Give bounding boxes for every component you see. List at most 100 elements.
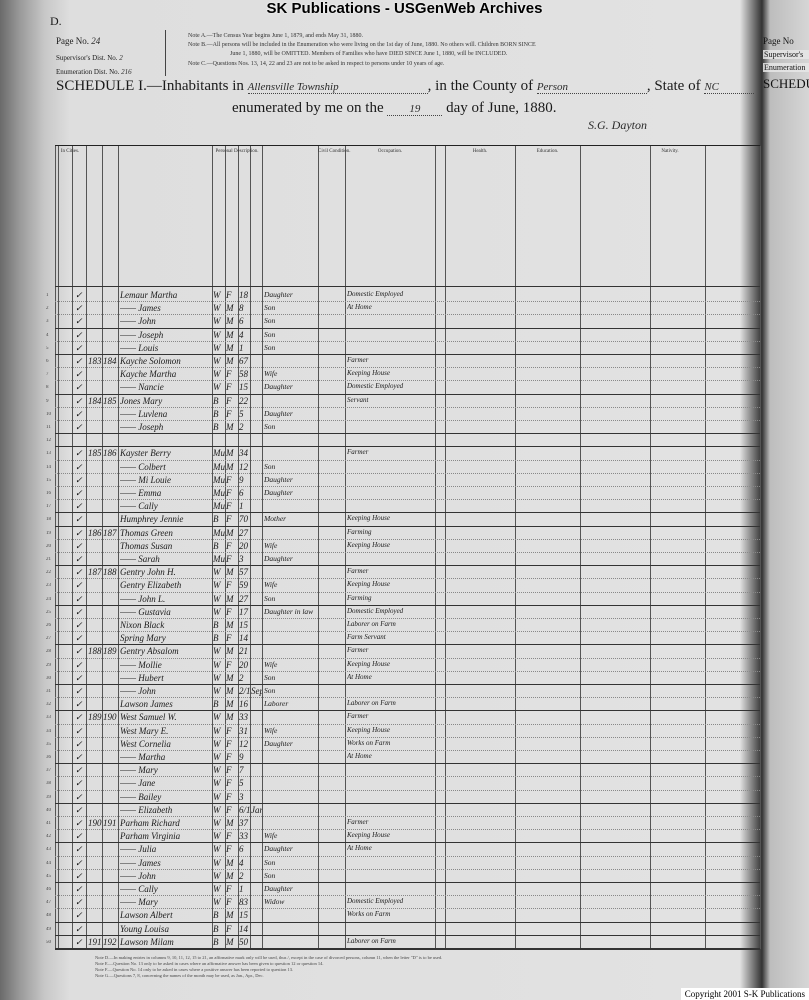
age: 33 [239,831,248,842]
row-number: 8 [46,385,49,391]
age: 14 [239,923,248,934]
check-mark-icon: ✓ [75,897,83,908]
schedule-prefix: SCHEDULE I.—Inhabitants in [56,78,244,94]
table-row: 41 ✓ 190 191 Parham Richard W M 37 Farmer [46,817,760,831]
check-mark-icon: ✓ [75,712,83,723]
person-name: —— Mi Louie [120,474,172,485]
relationship: Son [264,870,276,880]
sex: F [226,659,232,670]
sex: F [226,554,232,564]
check-mark-icon: ✓ [75,395,83,406]
check-mark-icon: ✓ [75,514,83,525]
table-row: 25 ✓ —— Gustavia W F 17 Daughter in law Domesti… [46,606,760,619]
row-number: 40 [46,807,51,813]
table-row: 34 ✓ West Mary E. W F 31 Wife Keeping House [46,725,760,738]
age: 9 [239,752,244,762]
table-row: 33 ✓ 189 190 West Samuel W. W M 33 Farmer [46,711,760,725]
sex: M [226,870,234,881]
table-row: 13 ✓ 185 186 Kayster Berry Mu M 34 Farmer [46,447,760,461]
color: Mu [213,474,225,485]
relationship: Daughter [264,382,293,392]
person-name: —— John [120,686,156,696]
check-mark-icon: ✓ [75,342,83,353]
sex: F [226,725,232,736]
color: W [213,738,221,749]
occupation: Laborer on Farm [347,699,396,708]
check-mark-icon: ✓ [75,738,83,749]
age: 83 [239,897,248,908]
color: B [213,620,219,630]
column-line [515,146,516,949]
color: W [213,646,221,657]
row-number: 35 [46,741,51,747]
color: Mu [213,554,225,564]
person-name: Gentry Absalom [120,646,179,657]
row-number: 26 [46,623,51,628]
sex: F [226,369,232,380]
family-number: 191 [103,818,117,828]
age: 15 [239,910,248,921]
column-line [118,146,119,949]
age: 27 [239,593,248,604]
occupation: Works on Farm [347,738,391,747]
occupation: Farmer [347,818,369,826]
sex: F [226,540,232,551]
age: 12 [239,738,248,749]
table-row: 12 [46,434,760,448]
table-row: 19 ✓ 186 187 Thomas Green Mu M 27 Farming [46,527,760,540]
sex: M [226,593,234,604]
person-name: —— Joseph [120,329,164,340]
dwelling-number: 185 [88,448,102,459]
age: 12 [239,461,248,472]
sex: M [226,699,234,710]
row-number: 44 [46,860,51,866]
check-mark-icon: ✓ [75,501,83,512]
enum-value: 216 [121,68,132,76]
sex: F [226,514,232,525]
enum-label: Enumeration Dist. No. [56,68,120,76]
relationship: Daughter [264,488,293,497]
age: 2/12 [239,686,250,696]
row-number: 3 [46,319,49,325]
check-mark-icon: ✓ [75,448,83,459]
relationship: Wife [264,831,278,841]
column-line [72,146,73,949]
color: B [213,540,219,551]
county-label: , in the County of [427,78,534,94]
person-name: Young Louisa [120,923,169,934]
color: W [213,725,221,736]
row-number: 33 [46,715,51,721]
table-row: 23 ✓ Gentry Elizabeth W F 59 Wife Keeping House [46,579,760,593]
person-name: —— John [120,316,156,327]
sex: M [226,461,234,472]
sex: F [226,474,232,485]
person-name: —— Mollie [120,659,162,670]
color: W [213,712,221,723]
check-mark-icon: ✓ [75,593,83,604]
occupation: Farmer [347,646,369,655]
age: 70 [239,514,248,525]
row-number: 10 [46,411,51,417]
row-number: 31 [46,689,51,694]
age: 22 [239,395,248,406]
person-name: Lawson James [120,699,173,710]
relationship: Wife [264,725,278,735]
family-number: 186 [103,448,117,459]
occupation: Keeping House [347,580,390,589]
table-row: 2 ✓ —— James W M 8 Son At Home [46,302,760,316]
dwelling-number: 184 [88,395,102,406]
color: W [213,804,221,815]
township-value: Allensville Township [247,81,428,94]
row-number: 9 [46,398,49,404]
check-mark-icon: ✓ [75,540,83,551]
occupation: Servant [347,395,369,404]
person-name: —— Luvlena [120,408,168,419]
table-row: 43 ✓ —— Julia W F 6 Daughter At Home [46,843,760,857]
person-name: —— John L. [120,593,166,604]
table-row: 4 ✓ —— Joseph W M 4 Son [46,329,760,342]
relationship: Wife [264,659,278,669]
table-row: 50 ✓ 191 192 Lawson Milam B M 50 Laborer on Farm [46,936,760,949]
table-row: 37 ✓ —— Mary W F 7 [46,764,760,778]
table-row: 22 ✓ 187 188 Gentry John H. W M 57 Farmer [46,566,760,580]
person-name: West Mary E. [120,725,169,736]
